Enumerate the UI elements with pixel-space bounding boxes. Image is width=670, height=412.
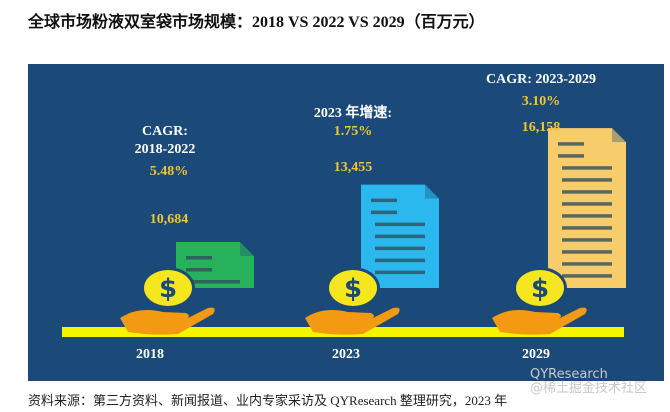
infographic-panel: $ $ $ CAGR: 2018-2022 5.48% 10,684 2023 年增… xyxy=(28,64,664,381)
document-line xyxy=(190,280,240,284)
document-line xyxy=(562,250,612,254)
cagr-period-1: 2018-2022 xyxy=(134,142,196,157)
document-line xyxy=(186,268,212,272)
dollar-sign: $ xyxy=(159,274,177,304)
document-line xyxy=(562,202,612,206)
document-line xyxy=(558,154,584,158)
document-line xyxy=(562,190,612,194)
year-label-2029: 2029 xyxy=(522,347,550,362)
document-line xyxy=(186,256,212,260)
document-fold xyxy=(612,128,626,143)
hand-icon xyxy=(305,307,400,335)
year-label-2018: 2018 xyxy=(136,347,164,362)
cagr-value-1: 5.48% xyxy=(149,164,189,179)
document-line xyxy=(375,222,425,227)
dollar-sign: $ xyxy=(344,274,362,304)
document-line xyxy=(562,214,612,218)
document-line xyxy=(558,142,584,146)
value-label-2018: 10,684 xyxy=(149,212,189,227)
document-line xyxy=(562,274,612,278)
document-line xyxy=(562,262,612,266)
document-line xyxy=(371,210,397,215)
document-bar-2018 xyxy=(176,242,254,288)
growth-label-2023: 2023 年增速: xyxy=(313,106,393,121)
document-fold xyxy=(240,242,254,256)
document-line xyxy=(375,258,425,263)
year-label-2023: 2023 xyxy=(332,347,360,362)
watermark: QYResearch @稀土掘金技术社区 xyxy=(530,367,648,396)
document-line xyxy=(371,198,397,203)
document-line xyxy=(375,270,425,275)
document-line xyxy=(375,234,425,239)
dollar-sign: $ xyxy=(531,274,549,304)
hand-icon xyxy=(492,307,587,335)
value-label-2029: 16,158 xyxy=(521,120,561,135)
value-label-2023: 13,455 xyxy=(333,160,373,175)
infographic-art: $ $ $ xyxy=(62,128,626,337)
document-line xyxy=(375,246,425,251)
document-line xyxy=(562,178,612,182)
source-footer: 资料来源：第三方资料、新闻报道、业内专家采访及 QYResearch 整理研究，… xyxy=(28,393,508,408)
document-line xyxy=(562,238,612,242)
document-fold xyxy=(425,184,439,199)
cagr-label-1: CAGR: xyxy=(142,124,188,139)
hand-icon xyxy=(120,307,215,335)
document-line xyxy=(562,166,612,170)
dollar-coin-icon xyxy=(144,270,192,306)
dollar-coin-icon xyxy=(329,270,377,306)
cagr-value-3: 3.10% xyxy=(521,94,561,109)
document-line xyxy=(562,226,612,230)
growth-value-2023: 1.75% xyxy=(333,124,373,139)
chart-title: 全球市场粉液双室袋市场规模：2018 VS 2022 VS 2029（百万元） xyxy=(28,14,485,31)
cagr-label-3: CAGR: 2023-2029 xyxy=(485,72,597,87)
dollar-coin-icon xyxy=(516,270,564,306)
